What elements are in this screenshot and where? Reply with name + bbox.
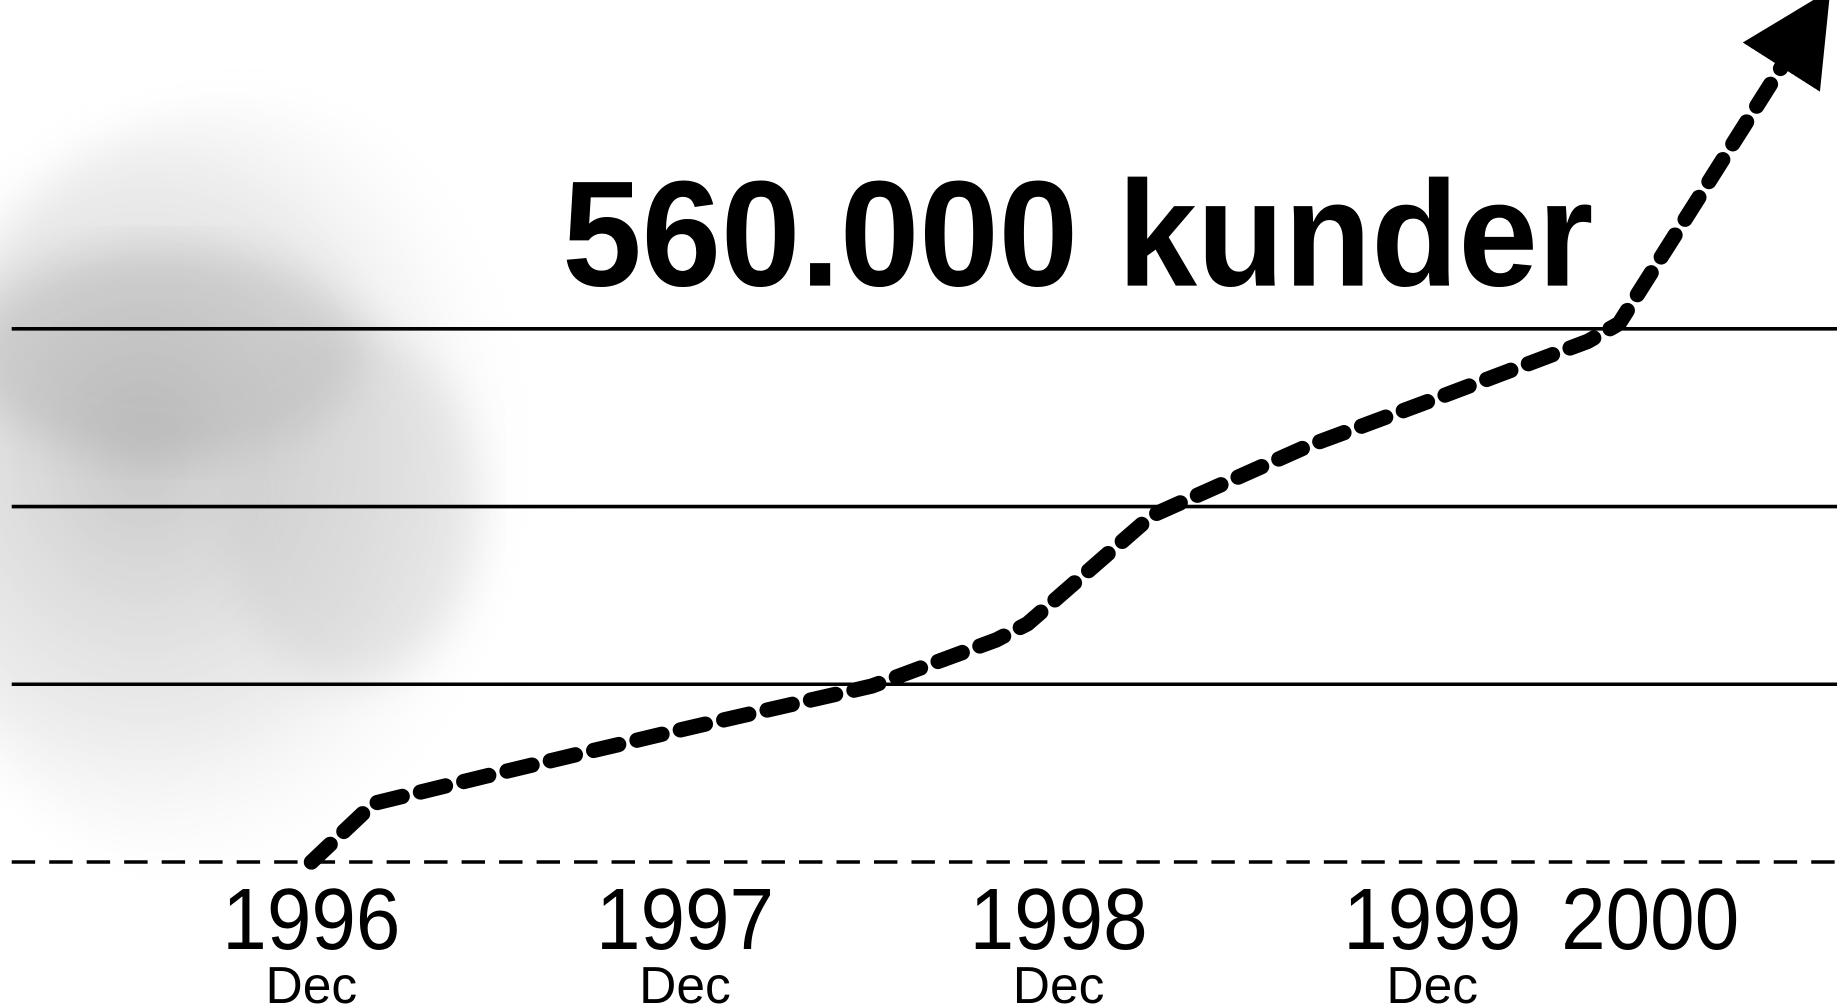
headline: 560.000 kunder [562,149,1593,317]
x-tick-sublabel: Dec [266,956,358,1006]
x-tick-label: 1997 [596,871,774,968]
x-tick-sublabel: Dec [639,956,731,1006]
page: 560.000 kunder 1996Dec1997Dec1998Dec1999… [0,0,1837,1006]
x-tick-label: 2000 [1561,871,1739,968]
chart: 560.000 kunder 1996Dec1997Dec1998Dec1999… [0,0,1837,1006]
x-tick-label: 1999 [1343,871,1521,968]
background-photo [0,106,586,882]
x-tick-label: 1998 [970,871,1148,968]
x-tick-sublabel: Dec [1386,956,1478,1006]
x-tick-sublabel: Dec [1013,956,1105,1006]
x-tick-label: 1996 [222,871,400,968]
